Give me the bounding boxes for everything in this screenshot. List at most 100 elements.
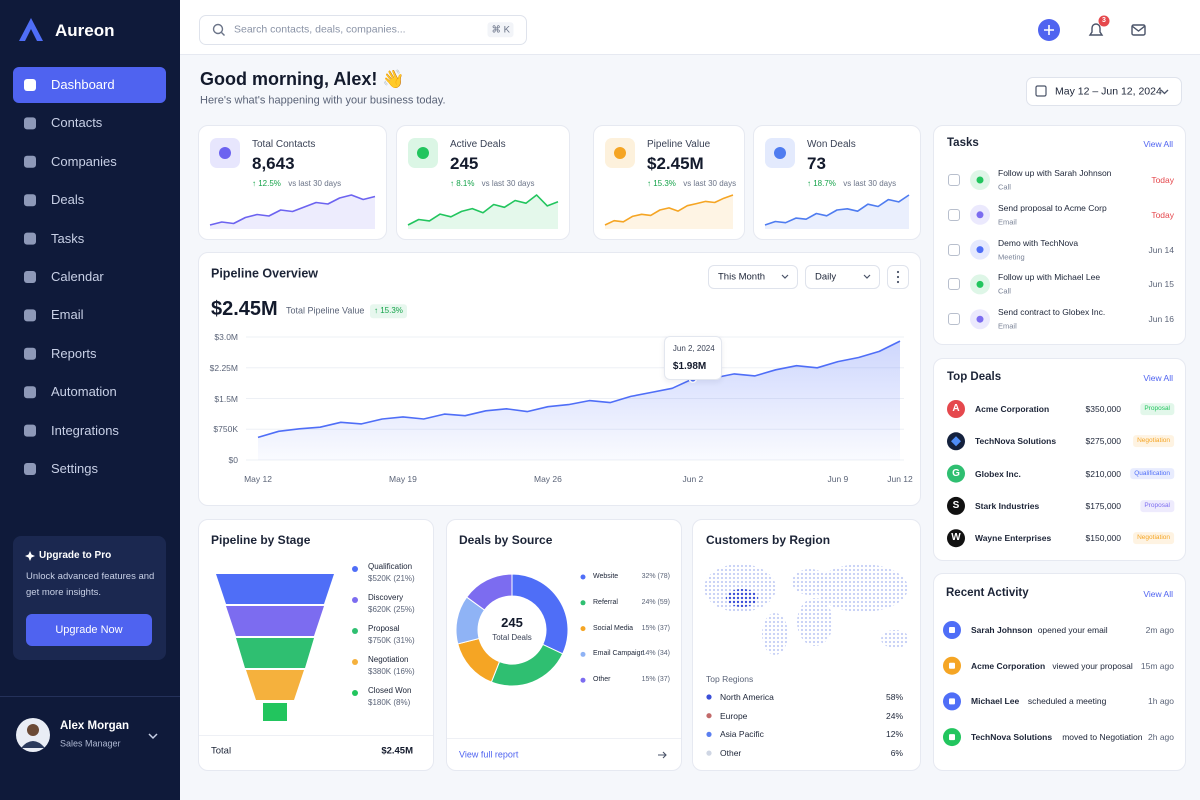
legend-label: Negotiation bbox=[368, 655, 409, 665]
x-tick-label: May 19 bbox=[389, 473, 417, 484]
filter-dropdown[interactable] bbox=[805, 265, 880, 289]
task-title: Demo with TechNova bbox=[998, 237, 1079, 248]
donut-divider bbox=[447, 738, 681, 739]
activity-action: opened your email bbox=[1037, 624, 1108, 635]
task-due: Jun 16 bbox=[1148, 314, 1174, 325]
total-value: $2.45M bbox=[381, 745, 413, 757]
kpi-value: 245 bbox=[450, 153, 479, 173]
activity-actor: Michael Lee bbox=[971, 696, 1020, 707]
deal-logo-letter: G bbox=[952, 467, 960, 479]
deal-logo-letter: S bbox=[952, 499, 960, 511]
legend-value: 15% (37) bbox=[641, 675, 670, 683]
card-title: Top Deals bbox=[947, 371, 1002, 384]
task-due: Today bbox=[1151, 174, 1174, 185]
nav-item[interactable]: Email bbox=[51, 307, 84, 323]
legend-label: Website bbox=[593, 572, 619, 580]
card-title: Customers by Region bbox=[706, 532, 831, 547]
legend-label: Email Campaign bbox=[593, 650, 645, 658]
legend-value: $750K (31%) bbox=[368, 636, 415, 646]
region-share: 58% bbox=[885, 691, 903, 702]
sidebar-divider bbox=[0, 696, 180, 697]
view-report-link[interactable]: View full report bbox=[459, 749, 519, 760]
deal-amount: $210,000 bbox=[1085, 468, 1121, 479]
regions-title: Top Regions bbox=[706, 673, 754, 684]
date-range-button[interactable] bbox=[1026, 77, 1182, 106]
legend-label: Referral bbox=[593, 598, 618, 606]
legend-value: 14% (34) bbox=[641, 650, 670, 658]
view-all-link[interactable]: View All bbox=[1143, 372, 1173, 383]
filter-label: Daily bbox=[815, 271, 837, 283]
kpi-value: $2.45M bbox=[647, 153, 704, 173]
x-tick-label: May 12 bbox=[244, 473, 272, 484]
kpi-label: Pipeline Value bbox=[647, 139, 711, 150]
task-title: Follow up with Sarah Johnson bbox=[998, 167, 1112, 178]
deal-stage: Negotiation bbox=[1133, 532, 1174, 545]
funnel-divider bbox=[199, 735, 433, 736]
deal-amount: $350,000 bbox=[1085, 403, 1121, 414]
nav-item[interactable]: Contacts bbox=[51, 115, 103, 131]
y-tick-label: $0 bbox=[228, 454, 238, 465]
more-button[interactable] bbox=[887, 265, 909, 289]
pipeline-total-label: Total Pipeline Value bbox=[286, 305, 365, 316]
nav-active bbox=[13, 67, 166, 103]
nav-item[interactable]: Dashboard bbox=[51, 77, 115, 93]
nav-item[interactable]: Settings bbox=[51, 461, 98, 477]
task-due: Today bbox=[1151, 209, 1174, 220]
deal-company: Wayne Enterprises bbox=[975, 533, 1052, 544]
deal-amount: $175,000 bbox=[1085, 500, 1121, 511]
activity-action: viewed your proposal bbox=[1052, 660, 1133, 671]
tooltip-value: $1.98M bbox=[672, 361, 707, 372]
activity-time: 1h ago bbox=[1148, 696, 1174, 707]
donut-center-value: 245 bbox=[501, 615, 523, 631]
activity-actor: TechNova Solutions bbox=[971, 732, 1053, 742]
nav-item[interactable]: Companies bbox=[51, 154, 117, 169]
notification-count: 3 bbox=[1102, 16, 1106, 24]
nav-item[interactable]: Automation bbox=[51, 384, 117, 400]
activity-card bbox=[933, 573, 1186, 771]
filter-label: This Month bbox=[718, 271, 765, 283]
legend-label: Other bbox=[593, 675, 611, 683]
task-checkbox[interactable] bbox=[948, 243, 960, 256]
legend-value: $180K (8%) bbox=[368, 698, 411, 708]
kpi-period: vs last 30 days bbox=[683, 179, 737, 189]
legend-value: 32% (78) bbox=[641, 572, 670, 580]
legend-value: $520K (21%) bbox=[368, 574, 415, 584]
nav-item[interactable]: Calendar bbox=[51, 269, 104, 285]
y-tick-label: $3.0M bbox=[214, 331, 238, 342]
task-checkbox[interactable] bbox=[948, 313, 960, 326]
pipeline-change: ↑ 15.3% bbox=[370, 304, 407, 318]
deal-company: TechNova Solutions bbox=[975, 436, 1057, 447]
legend-value: 15% (37) bbox=[641, 624, 670, 632]
nav-item[interactable]: Deals bbox=[51, 192, 85, 208]
kpi-change: ↑ 8.1% bbox=[450, 179, 475, 189]
nav-item[interactable]: Integrations bbox=[51, 422, 119, 438]
task-checkbox[interactable] bbox=[948, 278, 960, 291]
task-checkbox[interactable] bbox=[948, 208, 960, 221]
brand: Aureon bbox=[55, 20, 115, 40]
deals-card bbox=[933, 358, 1186, 561]
task-due: Jun 15 bbox=[1148, 279, 1174, 290]
deal-stage: Qualification bbox=[1130, 467, 1174, 480]
x-tick-label: Jun 9 bbox=[827, 473, 849, 484]
donut-card bbox=[446, 519, 682, 771]
region-name: Europe bbox=[720, 710, 748, 721]
search-box[interactable] bbox=[199, 15, 527, 45]
deal-stage: Proposal bbox=[1140, 499, 1174, 512]
sidebar bbox=[0, 0, 180, 800]
pipeline-card bbox=[198, 252, 921, 506]
deal-stage: Negotiation bbox=[1133, 435, 1174, 448]
greeting-title: Good morning, Alex! 👋 bbox=[200, 69, 405, 90]
view-all-link[interactable]: View All bbox=[1143, 138, 1173, 149]
x-tick-label: Jun 12 bbox=[887, 473, 913, 484]
task-checkbox[interactable] bbox=[948, 174, 960, 186]
task-title: Send proposal to Acme Corp bbox=[998, 202, 1107, 213]
activity-action: scheduled a meeting bbox=[1027, 696, 1107, 707]
nav-item[interactable]: Tasks bbox=[51, 230, 85, 246]
task-title: Send contract to Globex Inc. bbox=[998, 307, 1106, 318]
nav-item[interactable]: Reports bbox=[51, 346, 97, 361]
region-share: 12% bbox=[885, 729, 903, 740]
view-all-link[interactable]: View All bbox=[1143, 588, 1173, 599]
deal-logo-letter: W bbox=[951, 532, 961, 544]
upgrade-button[interactable]: Upgrade Now bbox=[26, 614, 152, 646]
